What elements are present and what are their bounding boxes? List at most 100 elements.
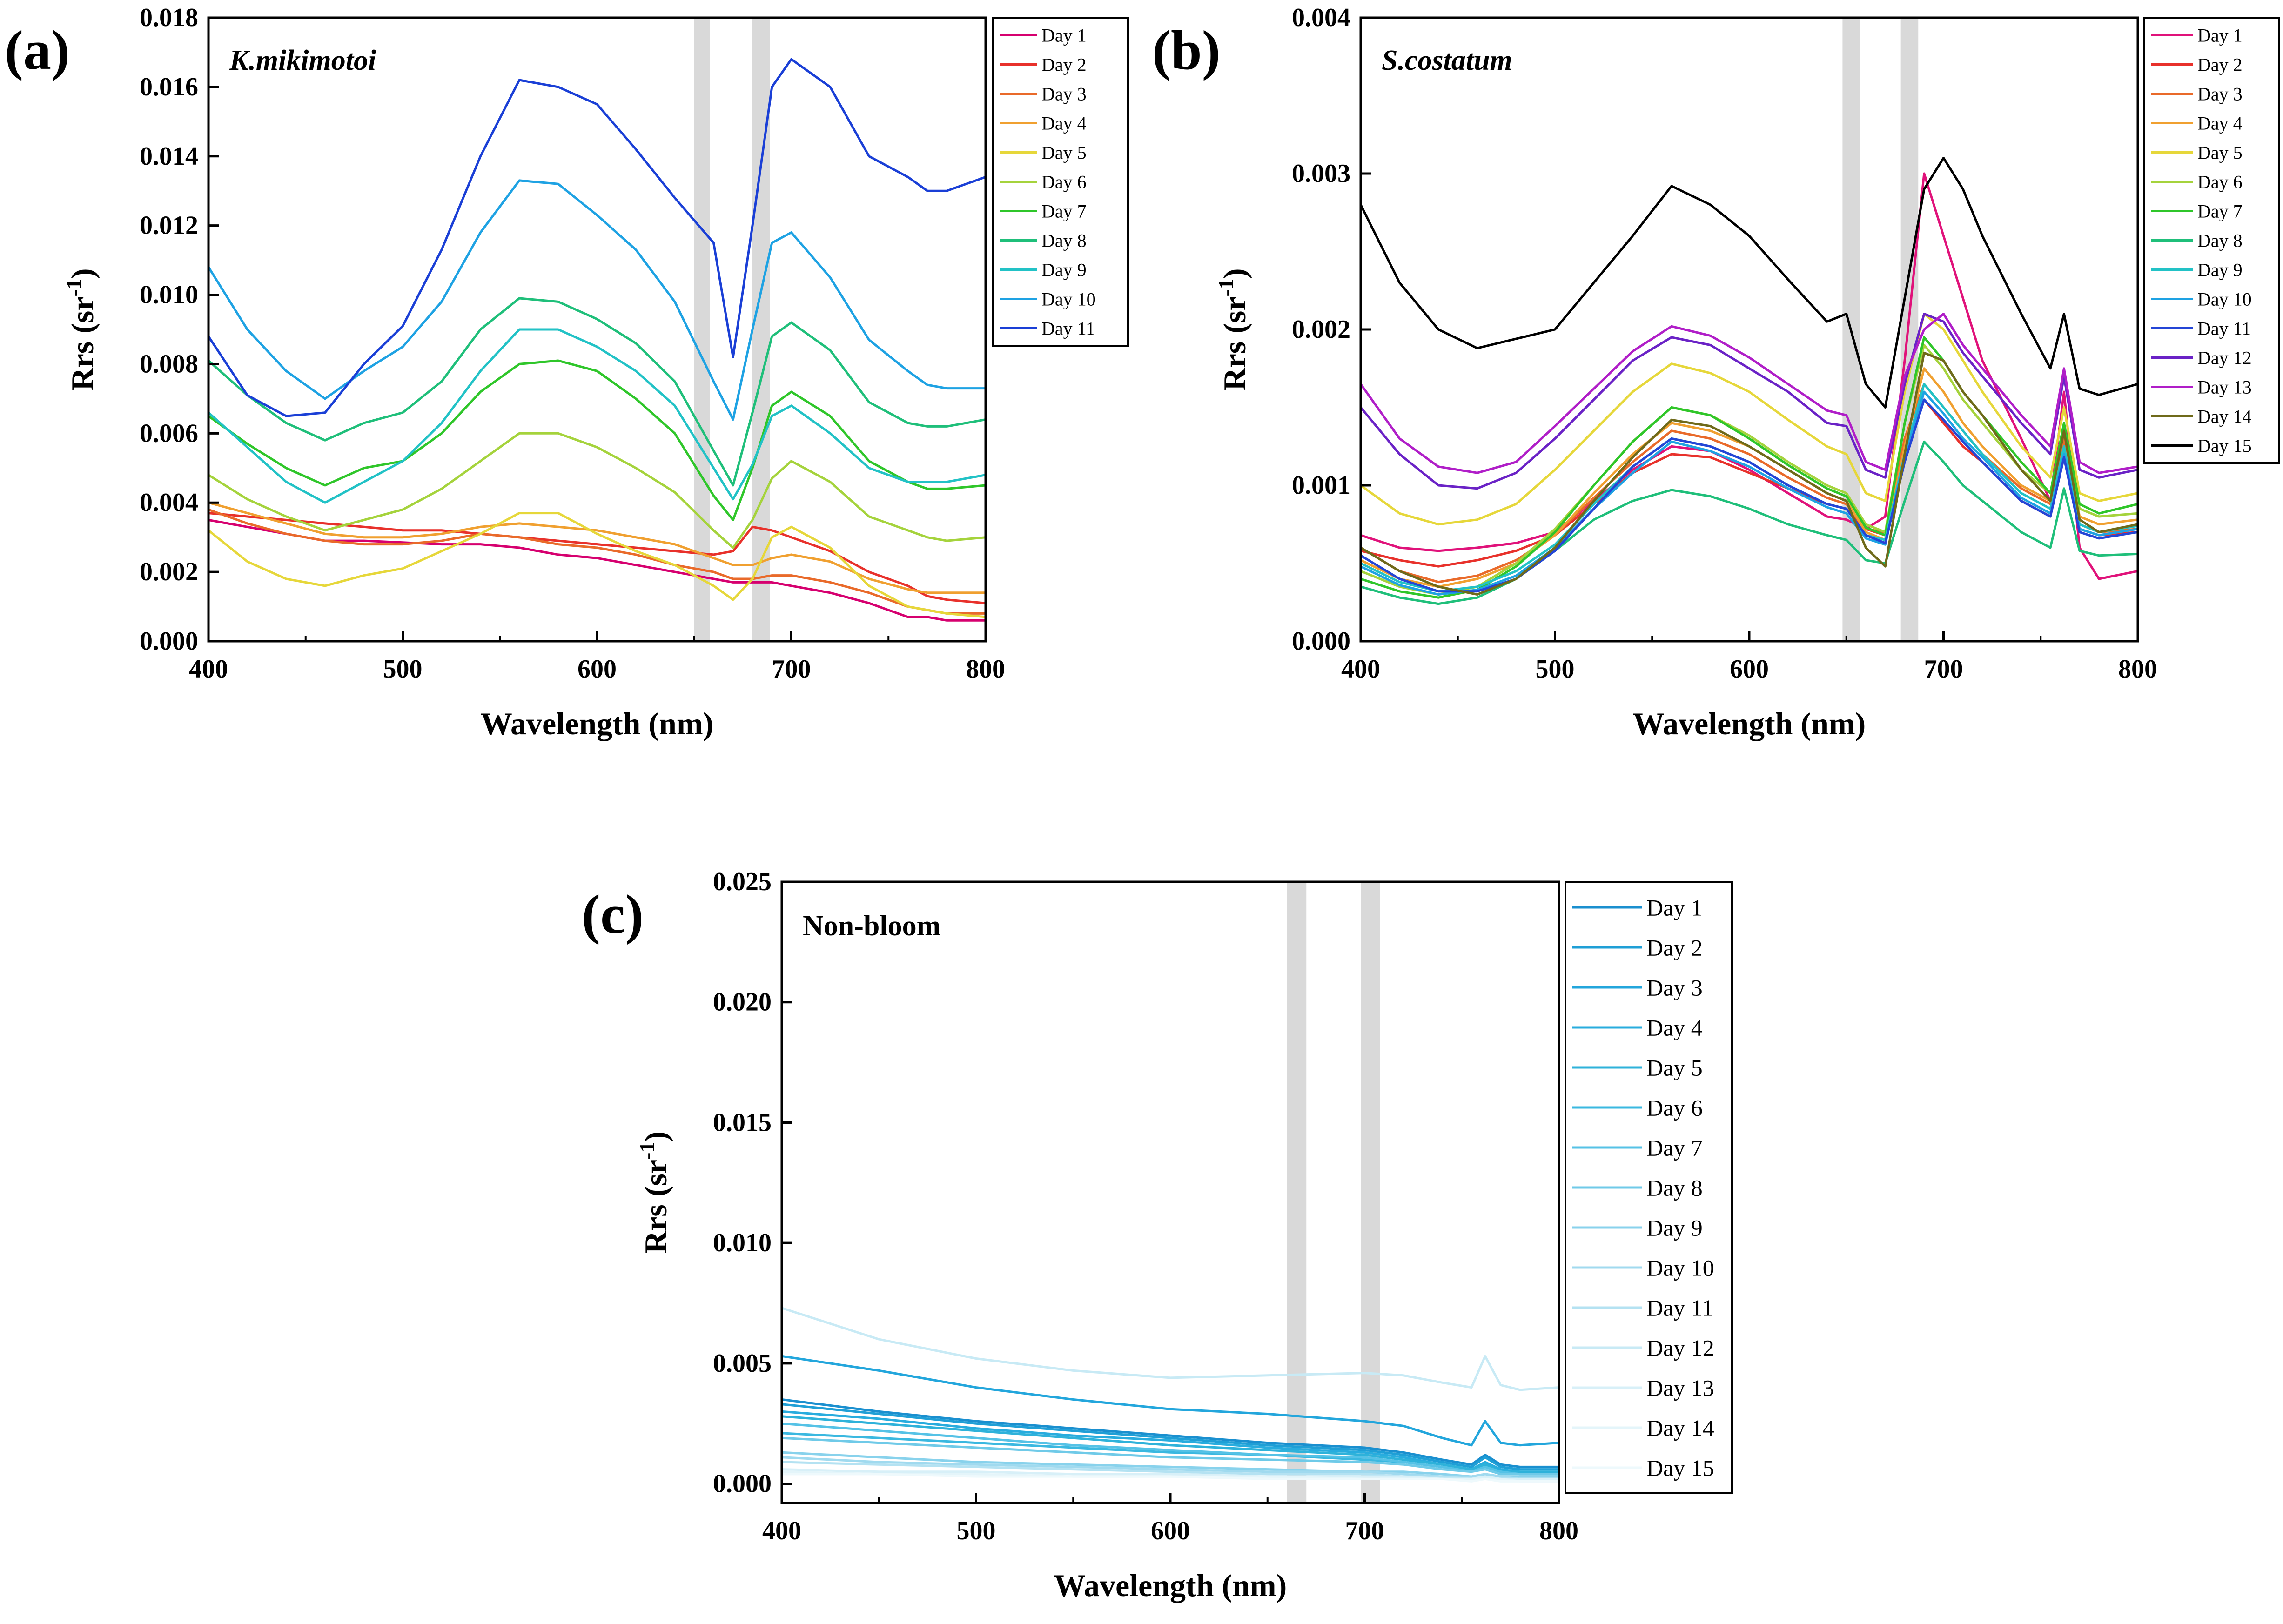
- y-axis-title: Rrs (sr-1): [62, 268, 100, 390]
- y-axis-title-close: ): [65, 268, 100, 279]
- y-tick-label-0.008: 0.008: [140, 349, 198, 378]
- legend-entry-label: Day 13: [2197, 377, 2252, 398]
- legend-entry-label: Day 6: [2197, 172, 2243, 193]
- series-line-day-3: [782, 1355, 1559, 1447]
- series-line-day-2: [782, 1403, 1559, 1471]
- x-axis-title: Wavelength (nm): [481, 706, 714, 741]
- legend: Day 1 Day 2 Day 3 Day 4 Day 5 Day 6 Day 7 Day 8…: [992, 17, 1129, 347]
- legend-entry-label: Day 15: [1646, 1455, 1714, 1481]
- panel-a: 400 500 600 700 800 0.000 0.002 0.004 0.006 0.008…: [5, 3, 1129, 741]
- y-tick-label-0.004: 0.004: [1292, 3, 1350, 32]
- series-line-day-4: [1361, 367, 2138, 588]
- x-tick-label-800: 800: [966, 655, 1005, 684]
- series-lines: [1361, 157, 2138, 605]
- series-line-day-7: [1361, 336, 2138, 599]
- series-line-day-11: [1361, 398, 2138, 593]
- legend-entry-label: Day 9: [2197, 260, 2243, 281]
- y-axis-title-close: ): [1217, 268, 1252, 279]
- panel-title: S.costatum: [1382, 45, 1512, 76]
- series-line-day-7: [782, 1422, 1559, 1476]
- y-tick-label-0.025: 0.025: [713, 867, 772, 896]
- x-axis-title: Wavelength (nm): [1633, 706, 1866, 741]
- series-line-day-5: [1361, 313, 2138, 526]
- y-tick-label-0.014: 0.014: [140, 142, 198, 171]
- legend-entry-label: Day 2: [2197, 54, 2243, 75]
- x-tick-label-600: 600: [577, 655, 617, 684]
- series-line-day-12: [1361, 313, 2138, 490]
- panel-b: 400 500 600 700 800 0.000 0.001 0.002 0.003 0.004…: [1152, 3, 2280, 741]
- legend-entry-label: Day 13: [1646, 1375, 1714, 1401]
- legend-entry-label: Day 4: [2197, 113, 2243, 134]
- x-tick-label-600: 600: [1151, 1517, 1190, 1545]
- y-axis-title-main: Rrs (sr: [1217, 296, 1252, 390]
- series-line-day-8: [208, 297, 986, 487]
- y-tick-label-0.000: 0.000: [1292, 627, 1350, 656]
- legend-entry-label: Day 7: [2197, 201, 2243, 222]
- panel-label: (b): [1152, 19, 1221, 81]
- series-line-day-6: [208, 432, 986, 549]
- series-line-day-12: [782, 1307, 1559, 1391]
- legend-entry-label: Day 9: [1646, 1215, 1703, 1241]
- legend: Day 1 Day 2 Day 3 Day 4 Day 5 Day 6 Day 7 Day 8…: [1565, 881, 1733, 1494]
- x-tick-label-600: 600: [1730, 655, 1769, 684]
- legend-entry-label: Day 11: [2197, 318, 2251, 339]
- legend-entry-label: Day 8: [2197, 230, 2243, 251]
- legend-entry-label: Day 3: [1646, 975, 1703, 1001]
- highlight-band-1: [1287, 882, 1307, 1503]
- x-tick-label-800: 800: [2118, 655, 2157, 684]
- x-tick-label-500: 500: [383, 655, 423, 684]
- series-line-day-1: [208, 518, 986, 622]
- series-line-day-9: [208, 328, 986, 504]
- highlight-band-1: [694, 18, 710, 641]
- panel-label: (a): [5, 19, 70, 81]
- y-axis-title: Rrs (sr-1): [635, 1131, 673, 1254]
- legend-entry-label: Day 12: [2197, 348, 2252, 369]
- panel-title: Non-bloom: [803, 910, 940, 942]
- y-tick-label-0.010: 0.010: [713, 1228, 772, 1257]
- y-axis-title-superscript: -1: [1214, 279, 1238, 296]
- y-axis-title-main: Rrs (sr: [638, 1160, 673, 1254]
- legend-entry-label: Day 12: [1646, 1335, 1714, 1361]
- y-tick-label-0.018: 0.018: [140, 3, 198, 32]
- x-tick-label-800: 800: [1539, 1517, 1578, 1545]
- y-axis-title-main: Rrs (sr: [65, 296, 100, 390]
- legend-entry-label: Day 14: [2197, 406, 2252, 427]
- series-line-day-3: [208, 508, 986, 615]
- legend-entry-label: Day 10: [2197, 289, 2252, 310]
- y-tick-label-0.005: 0.005: [713, 1349, 772, 1378]
- x-tick-label-700: 700: [772, 655, 811, 684]
- y-tick-label-0.010: 0.010: [140, 281, 198, 309]
- series-line-day-10: [782, 1456, 1559, 1480]
- series-line-day-13: [1361, 313, 2138, 474]
- y-tick-label-0.002: 0.002: [140, 557, 198, 586]
- legend-entry-label: Day 8: [1041, 230, 1087, 251]
- y-tick-label-0.000: 0.000: [713, 1470, 772, 1498]
- y-tick-label-0.020: 0.020: [713, 988, 772, 1017]
- x-tick-label-400: 400: [189, 655, 228, 684]
- legend-entry-label: Day 10: [1646, 1255, 1714, 1281]
- series-line-day-10: [1361, 390, 2138, 596]
- legend-entry-label: Day 5: [2197, 142, 2243, 163]
- x-axis-title: Wavelength (nm): [1054, 1568, 1287, 1603]
- series-line-day-11: [208, 58, 986, 417]
- y-tick-label-0.004: 0.004: [140, 488, 198, 517]
- y-axis-title-superscript: -1: [635, 1142, 659, 1160]
- panel-c: 400 500 600 700 800 0.000 0.005 0.010 0.015 0.020…: [582, 867, 1733, 1603]
- legend-entry-label: Day 4: [1041, 113, 1087, 134]
- series-line-day-7: [208, 359, 986, 521]
- legend-entry-label: Day 5: [1646, 1055, 1703, 1081]
- legend-entry-label: Day 14: [1646, 1415, 1714, 1441]
- series-line-day-4: [782, 1410, 1559, 1473]
- legend-entry-label: Day 3: [1041, 84, 1087, 105]
- y-tick-label-0.006: 0.006: [140, 419, 198, 448]
- series-line-day-15: [782, 1473, 1559, 1483]
- series-line-day-6: [1361, 344, 2138, 596]
- legend-entry-label: Day 1: [1041, 25, 1087, 46]
- y-tick-label-0.002: 0.002: [1292, 315, 1350, 344]
- series-line-day-1: [782, 1398, 1559, 1468]
- series-line-day-10: [208, 179, 986, 421]
- series-lines: [782, 1307, 1559, 1483]
- y-tick-label-0.012: 0.012: [140, 211, 198, 240]
- series-line-day-5: [208, 512, 986, 618]
